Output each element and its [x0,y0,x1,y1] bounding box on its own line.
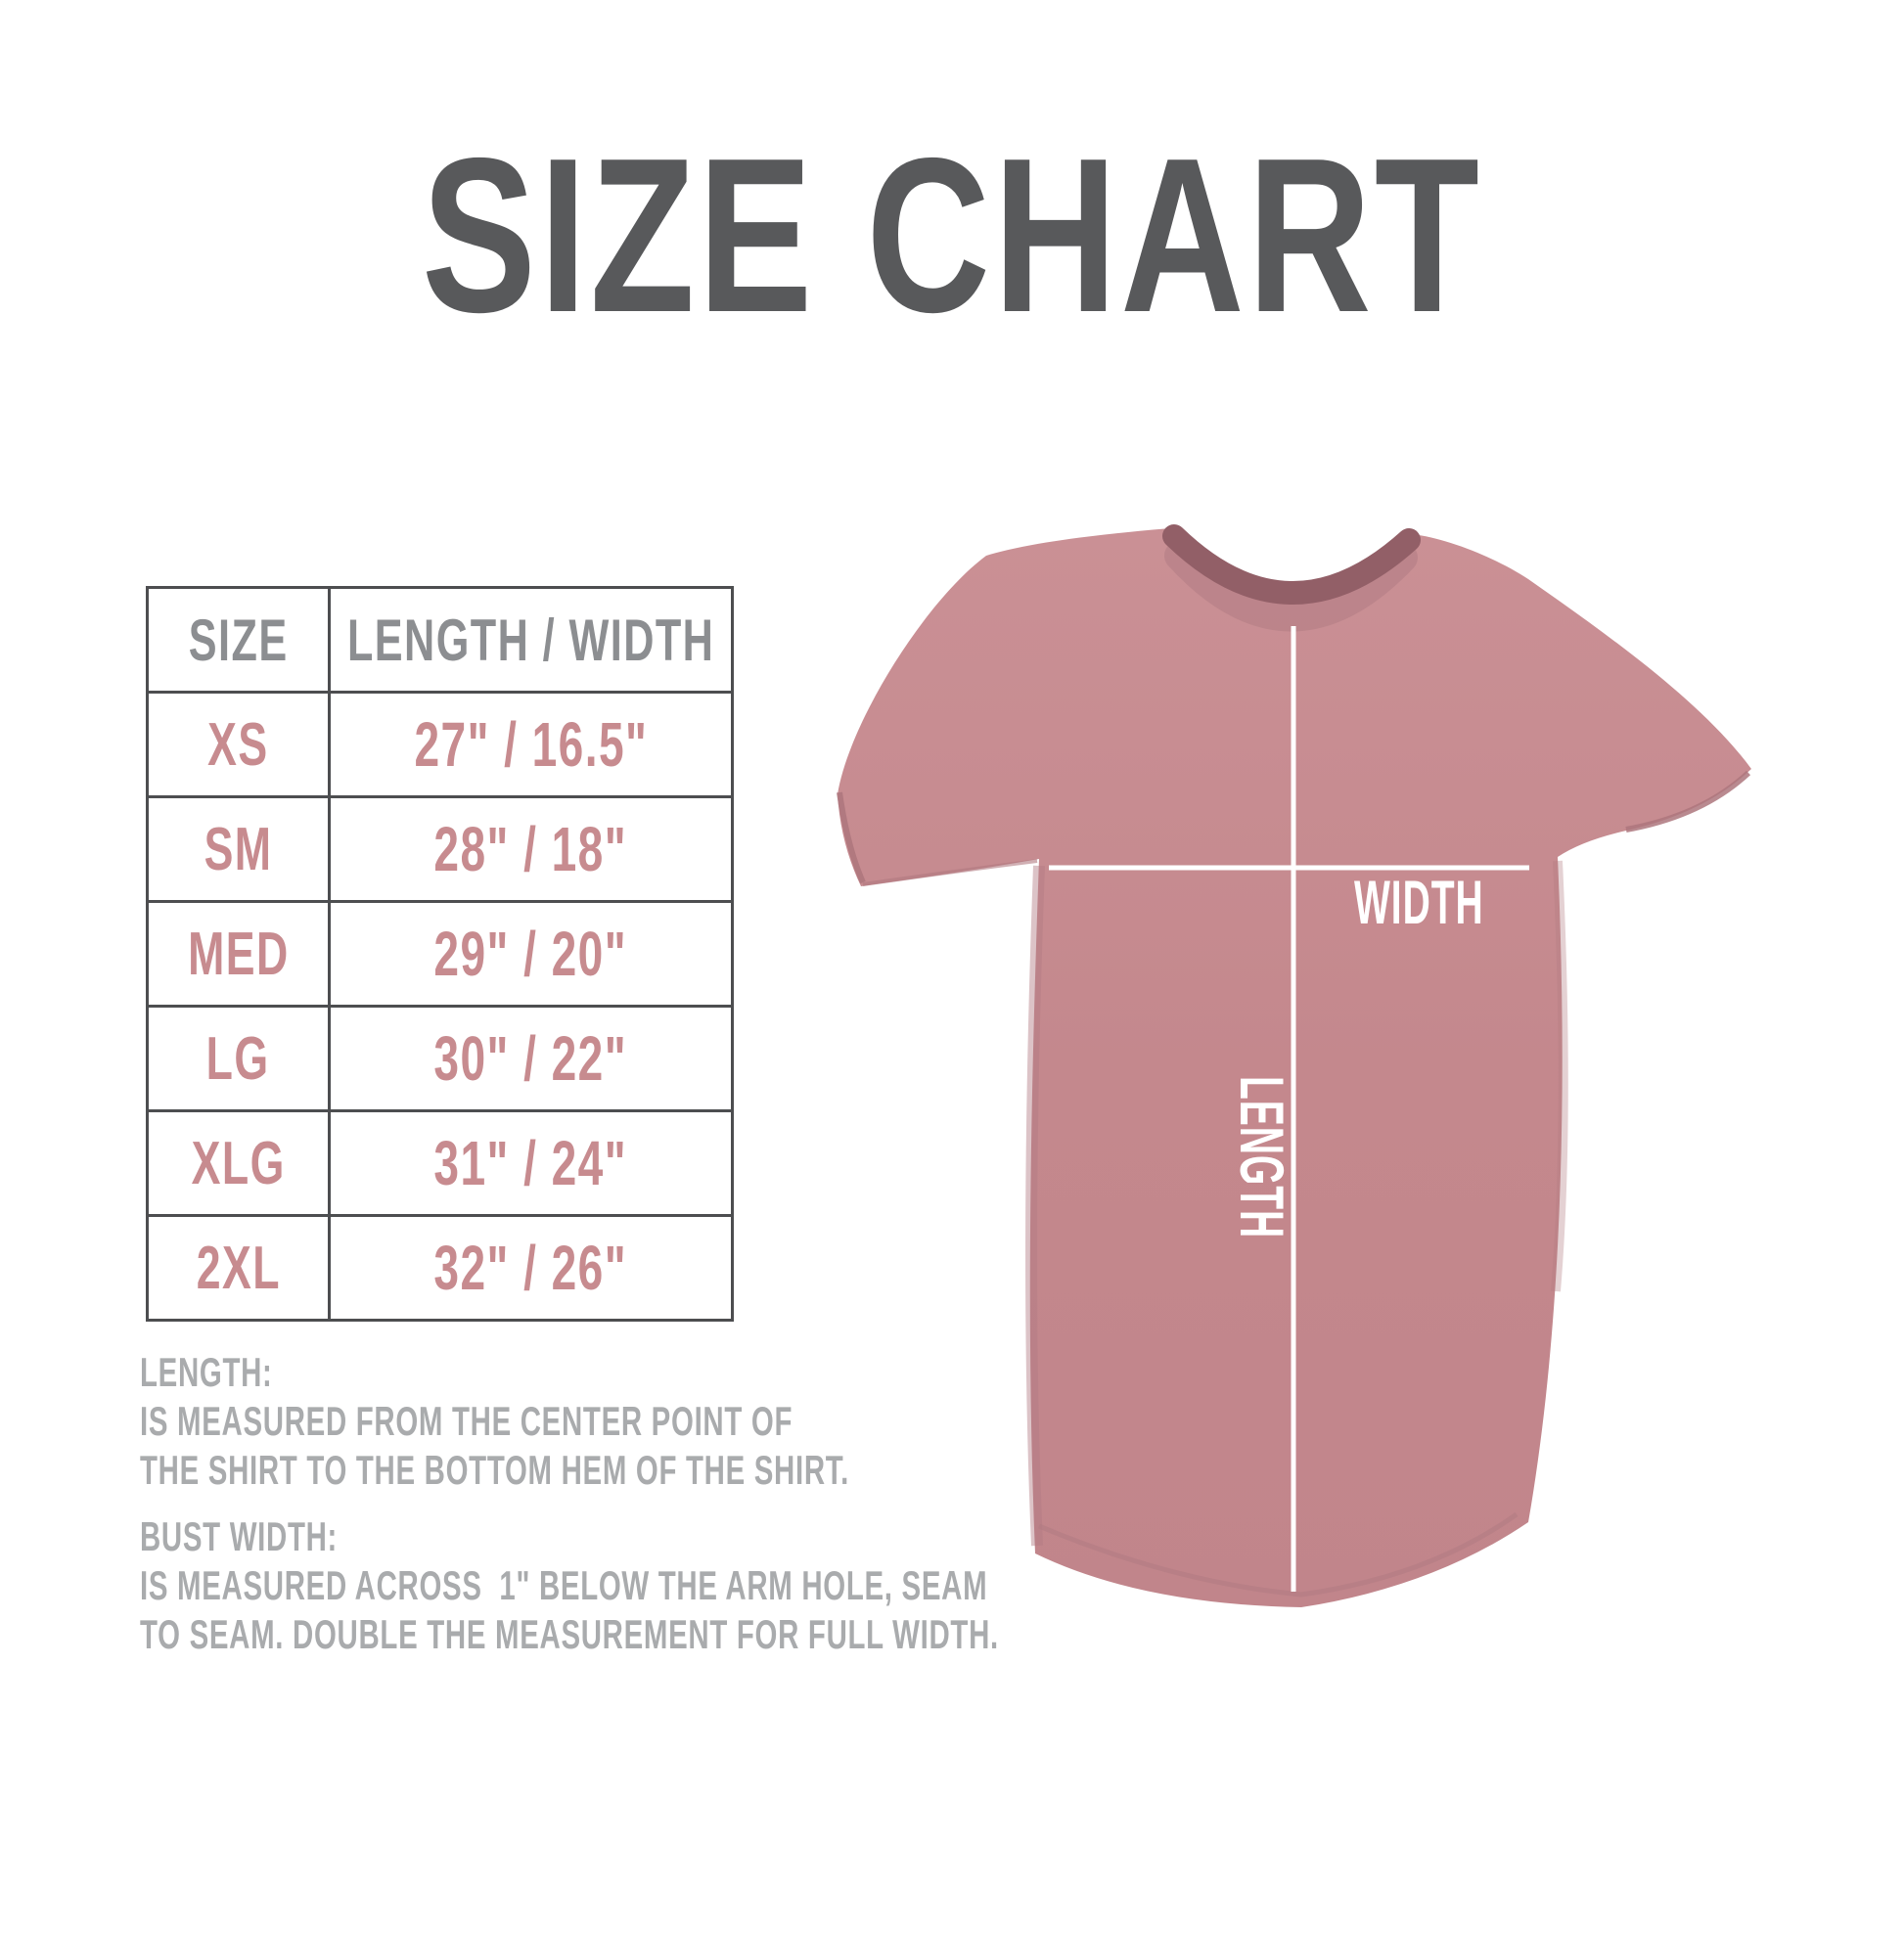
table-row-xlg-measurement: 31" / 24" [331,1112,731,1214]
length-label-group: LENGTH [1227,1076,1295,1238]
width-label-group: WIDTH [1354,870,1484,938]
table-row-med-size: MED [149,903,328,1005]
table-row-sm-measurement: 28" / 18" [331,798,731,900]
size-table: SIZE LENGTH / WIDTH XS 27" / 16.5" SM 28… [146,586,734,1322]
bottom-hem-seam [1038,1511,1519,1598]
bust-width-note-line: TO SEAM. DOUBLE THE MEASUREMENT FOR FULL… [140,1611,999,1657]
length-label: LENGTH [1227,1076,1295,1238]
left-underarm-crease [862,859,1038,886]
left-sleeve-hem [837,791,866,884]
length-note-heading: LENGTH: [140,1349,273,1395]
table-header-measurement: LENGTH / WIDTH [331,589,731,691]
table-row-2xl-size: 2XL [149,1217,328,1319]
measurement-notes: LENGTH: IS MEASURED FROM THE CENTER POIN… [140,1348,1367,1659]
length-note: LENGTH: IS MEASURED FROM THE CENTER POIN… [140,1348,1367,1495]
right-sleeve-hem [1625,770,1751,832]
table-row-xs-measurement: 27" / 16.5" [331,694,731,795]
table-row-xlg-size: XLG [149,1112,328,1214]
collar-band [1162,524,1421,605]
table-row-2xl-measurement: 32" / 26" [331,1217,731,1319]
bust-width-note-heading: BUST WIDTH: [140,1513,339,1559]
length-note-line: IS MEASURED FROM THE CENTER POINT OF [140,1398,793,1444]
page-title: SIZE CHART [0,125,1904,345]
width-label: WIDTH [1354,870,1484,938]
collar-shadow [1164,541,1418,632]
bust-width-note: BUST WIDTH: IS MEASURED ACROSS 1" BELOW … [140,1512,1367,1659]
table-row-xs-size: XS [149,694,328,795]
length-note-line: THE SHIRT TO THE BOTTOM HEM OF THE SHIRT… [140,1447,850,1493]
table-row-lg-measurement: 30" / 22" [331,1008,731,1109]
table-row-med-measurement: 29" / 20" [331,903,731,1005]
left-body-shadow [1025,865,1045,1547]
right-body-shadow [1551,860,1568,1292]
table-row-lg-size: LG [149,1008,328,1109]
table-header-size: SIZE [149,589,328,691]
bust-width-note-line: IS MEASURED ACROSS 1" BELOW THE ARM HOLE… [140,1562,988,1608]
table-row-sm-size: SM [149,798,328,900]
page-title-text: SIZE CHART [421,112,1483,358]
